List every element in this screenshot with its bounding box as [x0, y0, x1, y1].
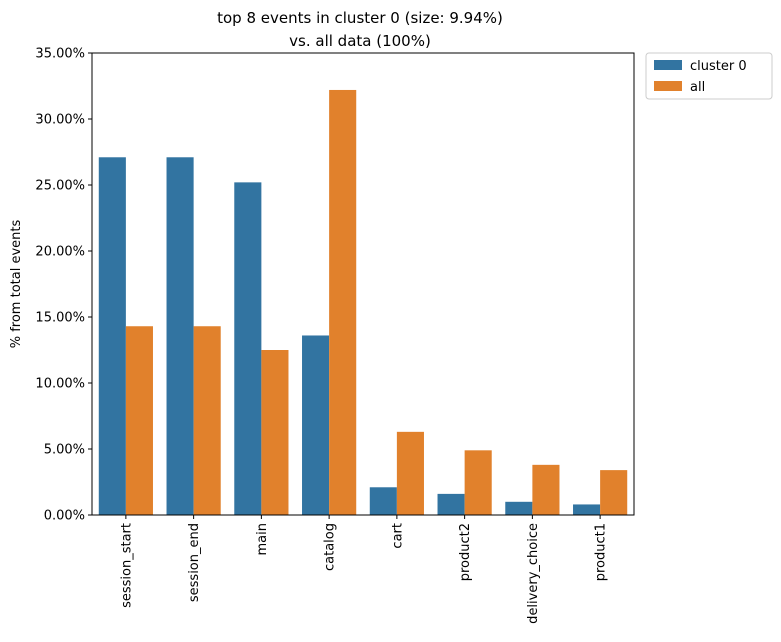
- bar-cluster-0-catalog: [302, 335, 330, 515]
- bar-cluster-0-cart: [369, 487, 397, 515]
- y-tick-label: 0.00%: [44, 509, 85, 524]
- legend: cluster 0 all: [645, 52, 773, 100]
- y-tick-label: 5.00%: [44, 443, 85, 458]
- bar-cluster-0-session_end: [166, 157, 194, 515]
- y-tick-label: 25.00%: [35, 179, 85, 194]
- legend-label: cluster 0: [690, 59, 747, 74]
- y-tick-label: 10.00%: [35, 377, 85, 392]
- bar-cluster-0-product1: [573, 504, 601, 515]
- bar-all-session_start: [125, 326, 153, 515]
- y-tick-label: 15.00%: [35, 311, 85, 326]
- bar-all-cart: [396, 431, 424, 515]
- bar-cluster-0-delivery_choice: [505, 501, 533, 515]
- axes-frame: [91, 52, 635, 516]
- chart-subtitle: vs. all data (100%): [289, 32, 431, 50]
- x-tick-label: product1: [594, 523, 609, 581]
- bar-all-main: [261, 350, 289, 515]
- x-tick-label: session_end: [187, 523, 202, 602]
- bar-all-catalog: [329, 89, 357, 516]
- x-tick-label: delivery_choice: [526, 523, 541, 624]
- bar-cluster-0-product2: [437, 493, 465, 515]
- bar-all-delivery_choice: [532, 464, 560, 515]
- bar-all-session_end: [193, 326, 221, 515]
- y-tick-label: 20.00%: [35, 245, 85, 260]
- legend-label: all: [690, 80, 705, 95]
- chart-title: top 8 events in cluster 0 (size: 9.94%): [217, 9, 503, 27]
- bar-cluster-0-main: [234, 182, 262, 516]
- y-axis-label: % from total events: [9, 220, 24, 349]
- legend-swatch: [654, 60, 682, 70]
- x-tick-label: catalog: [323, 523, 338, 571]
- x-tick-label: main: [255, 523, 270, 555]
- bar-cluster-0-session_start: [98, 157, 126, 515]
- y-tick-label: 30.00%: [35, 113, 85, 128]
- bar-all-product2: [464, 450, 492, 515]
- x-tick-label: session_start: [119, 523, 134, 608]
- bar-all-product1: [600, 470, 628, 515]
- x-tick-label: product2: [458, 523, 473, 581]
- legend-swatch: [654, 81, 682, 91]
- x-tick-label: cart: [390, 523, 405, 549]
- y-tick-label: 35.00%: [35, 47, 85, 62]
- plot-area: 0.00% 5.00% 10.00% 15.00% 20.00% 25.00% 30.00%…: [35, 47, 635, 624]
